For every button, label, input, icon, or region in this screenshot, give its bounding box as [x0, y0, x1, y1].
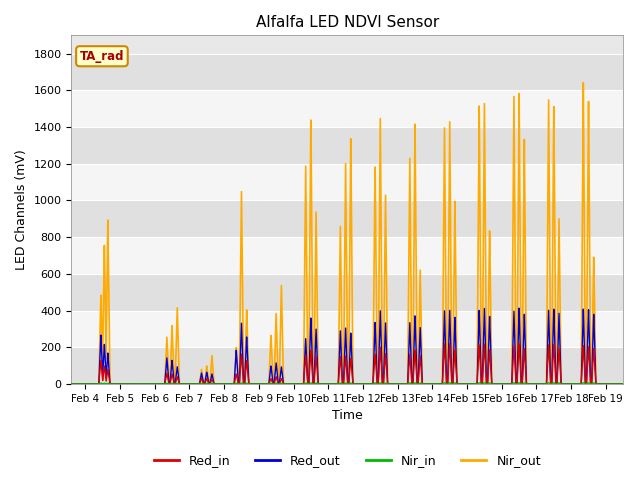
Bar: [72, 90, 623, 127]
Bar: [72, 237, 623, 274]
Bar: [72, 201, 623, 237]
Bar: [72, 311, 623, 348]
Title: Alfalfa LED NDVI Sensor: Alfalfa LED NDVI Sensor: [256, 15, 439, 30]
X-axis label: Time: Time: [332, 409, 363, 422]
Bar: [72, 274, 623, 311]
Bar: [72, 164, 623, 201]
Bar: [72, 54, 623, 90]
Bar: [72, 127, 623, 164]
Text: TA_rad: TA_rad: [80, 50, 124, 63]
Bar: [72, 348, 623, 384]
Y-axis label: LED Channels (mV): LED Channels (mV): [15, 149, 28, 270]
Legend: Red_in, Red_out, Nir_in, Nir_out: Red_in, Red_out, Nir_in, Nir_out: [148, 450, 546, 472]
